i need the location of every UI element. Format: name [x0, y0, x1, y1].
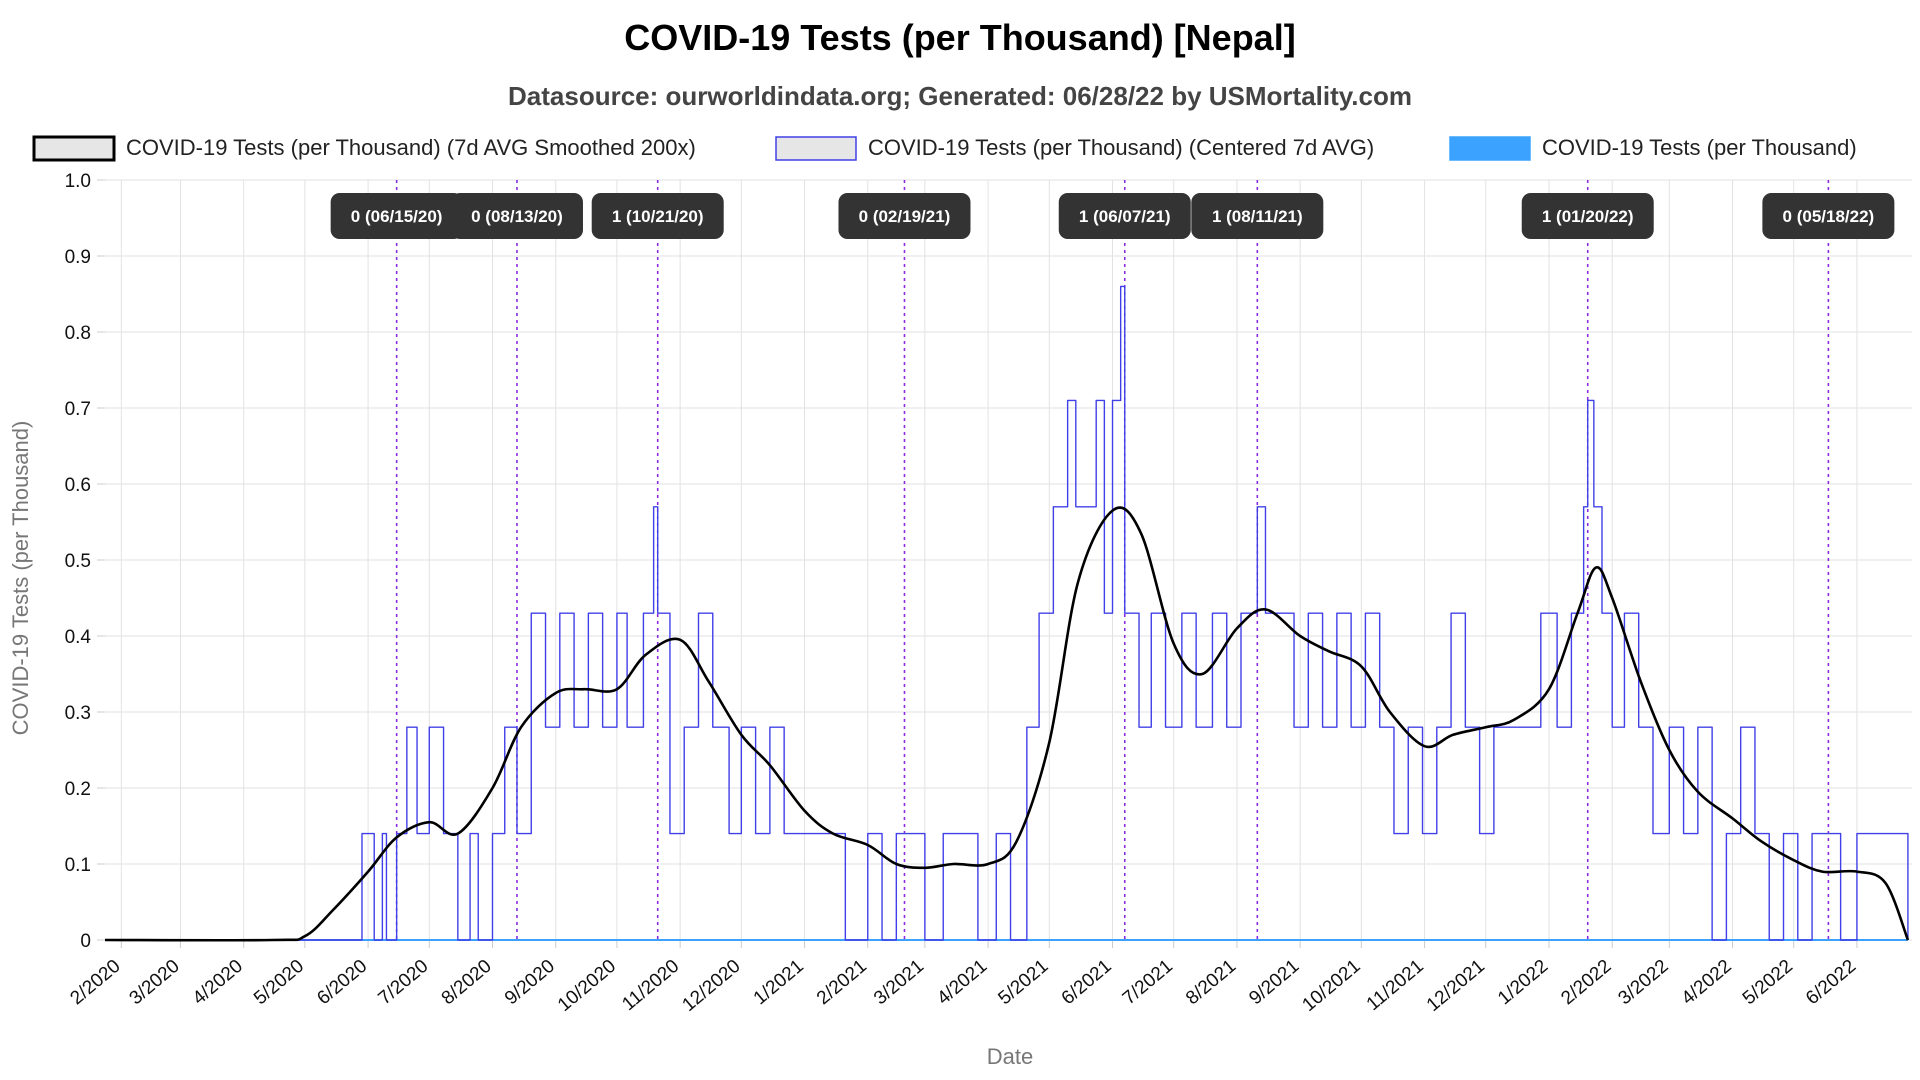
- x-tick-label: 2/2022: [1557, 956, 1615, 1009]
- y-tick-label: 0.5: [65, 551, 91, 572]
- series-line-1: [104, 506, 1910, 942]
- y-axis-title: COVID-19 Tests (per Thousand): [8, 421, 33, 736]
- annotation-label: 0 (08/13/20): [450, 193, 583, 239]
- x-tick-label: 8/2021: [1182, 956, 1240, 1009]
- x-tick-label: 3/2022: [1614, 956, 1672, 1009]
- annotation-label: 1 (10/21/20): [591, 193, 724, 239]
- y-tick-label: 0.2: [65, 779, 91, 800]
- x-tick-label: 3/2021: [870, 956, 928, 1009]
- y-tick-label: 0.4: [65, 627, 92, 648]
- annotation-label: 0 (05/18/22): [1762, 193, 1895, 239]
- annotation-text: 0 (05/18/22): [1783, 207, 1875, 226]
- x-tick-label: 11/2021: [1363, 956, 1428, 1015]
- x-tick-label: 3/2020: [126, 956, 184, 1009]
- x-tick-label: 4/2022: [1678, 956, 1736, 1009]
- x-tick-label: 4/2020: [189, 956, 247, 1009]
- annotation-label: 0 (06/15/20): [330, 193, 463, 239]
- x-tick-label: 5/2022: [1739, 956, 1797, 1009]
- x-axis: 2/2020 3/2020 4/2020 5/2020 6/2020 7/2020 8/20…: [67, 940, 1860, 1016]
- annotation-box: [1521, 193, 1654, 239]
- y-axis: 0 0.1 0.2 0.3 0.4 0.5 0.6 0.7 0.8 0.9 1.0: [65, 171, 105, 952]
- x-tick-label: 5/2020: [250, 956, 308, 1009]
- chart-title: COVID-19 Tests (per Thousand) [Nepal]: [624, 17, 1295, 58]
- annotation-text: 0 (08/13/20): [471, 207, 563, 226]
- y-tick-label: 0.1: [65, 855, 91, 876]
- y-tick-label: 0: [80, 931, 91, 952]
- x-tick-label: 12/2020: [678, 956, 744, 1016]
- legend-label-3: COVID-19 Tests (per Thousand): [1542, 135, 1857, 160]
- legend-label-1: COVID-19 Tests (per Thousand) (7d AVG Sm…: [126, 135, 696, 160]
- y-tick-label: 0.9: [65, 247, 91, 268]
- x-tick-label: 4/2021: [933, 956, 991, 1009]
- series-layer: [104, 285, 1910, 942]
- annotation-text: 0 (02/19/21): [859, 207, 951, 226]
- annotation-box: [591, 193, 724, 239]
- x-tick-label: 5/2021: [994, 956, 1052, 1009]
- annotation-text: 1 (10/21/20): [612, 207, 704, 226]
- x-tick-label: 9/2020: [501, 956, 559, 1009]
- x-tick-label: 10/2020: [554, 956, 620, 1016]
- x-tick-label: 12/2021: [1423, 956, 1489, 1016]
- legend-swatch-3: [1449, 136, 1531, 161]
- annotation-box: [1191, 193, 1324, 239]
- annotation-box: [1058, 193, 1191, 239]
- annotation-label: 1 (08/11/21): [1191, 193, 1324, 239]
- annotation-labels: 0 (06/15/20) 0 (08/13/20) 1 (10/21/20) 0 (0…: [330, 193, 1895, 239]
- annotation-label: 1 (01/20/22): [1521, 193, 1654, 239]
- legend: COVID-19 Tests (per Thousand) (7d AVG Sm…: [32, 135, 1857, 162]
- annotation-text: 1 (06/07/21): [1079, 207, 1171, 226]
- annotation-label: 0 (02/19/21): [838, 193, 971, 239]
- annotation-box: [838, 193, 971, 239]
- annotation-box: [450, 193, 583, 239]
- x-tick-label: 6/2021: [1058, 956, 1116, 1009]
- legend-label-2: COVID-19 Tests (per Thousand) (Centered …: [868, 135, 1374, 160]
- series-line-2: [105, 285, 1909, 941]
- grid: [105, 179, 1912, 941]
- annotation-box: [330, 193, 463, 239]
- y-tick-label: 0.8: [65, 323, 91, 344]
- y-tick-label: 0.7: [65, 399, 91, 420]
- y-tick-label: 0.6: [65, 475, 91, 496]
- x-axis-title: Date: [987, 1044, 1033, 1069]
- y-tick-label: 1.0: [65, 171, 91, 192]
- annotation-text: 0 (06/15/20): [351, 207, 443, 226]
- x-tick-label: 1/2022: [1494, 956, 1552, 1009]
- x-tick-label: 6/2020: [313, 956, 371, 1009]
- chart-subtitle: Datasource: ourworldindata.org; Generate…: [508, 81, 1412, 111]
- x-tick-label: 7/2020: [374, 956, 432, 1009]
- annotation-text: 1 (01/20/22): [1542, 207, 1634, 226]
- y-tick-label: 0.3: [65, 703, 91, 724]
- x-tick-label: 9/2021: [1245, 956, 1303, 1009]
- annotation-label: 1 (06/07/21): [1058, 193, 1191, 239]
- x-tick-label: 7/2021: [1119, 956, 1177, 1009]
- x-tick-label: 1/2021: [750, 956, 808, 1009]
- legend-swatch-2: [775, 136, 857, 161]
- x-tick-label: 8/2020: [438, 956, 496, 1009]
- x-tick-label: 6/2022: [1802, 956, 1860, 1009]
- annotation-box: [1762, 193, 1895, 239]
- x-tick-label: 10/2021: [1298, 956, 1364, 1016]
- annotation-text: 1 (08/11/21): [1212, 207, 1303, 226]
- x-tick-label: 11/2020: [618, 956, 683, 1015]
- legend-swatch-1: [32, 135, 116, 162]
- x-tick-label: 2/2021: [813, 956, 871, 1009]
- x-tick-label: 2/2020: [67, 956, 125, 1009]
